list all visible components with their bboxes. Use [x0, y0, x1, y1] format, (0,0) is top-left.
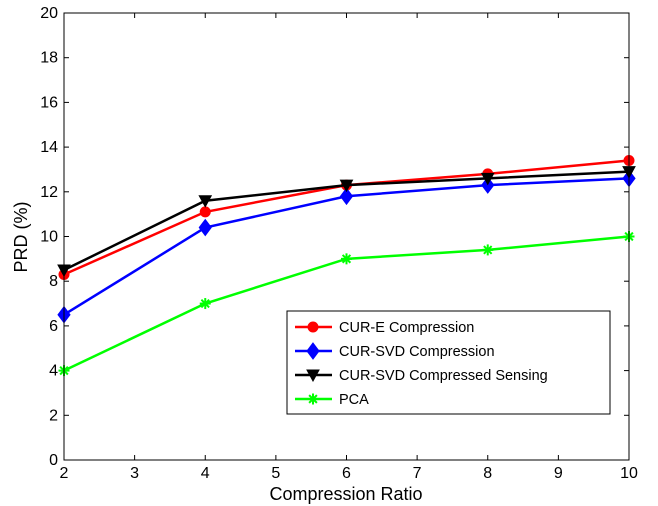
y-tick-label: 2 [49, 407, 58, 424]
legend-box [286, 310, 611, 415]
series-lines [57, 155, 636, 377]
series-1 [57, 169, 636, 324]
y-tick-label: 14 [40, 139, 58, 156]
y-tick-label: 8 [49, 273, 58, 290]
legend-label: PCA [339, 392, 369, 408]
x-tick-label: 9 [554, 465, 563, 482]
plot-area-frame [63, 12, 630, 461]
data-point [198, 195, 213, 208]
y-tick-label: 18 [40, 50, 58, 67]
data-point [341, 253, 352, 265]
data-point [199, 298, 211, 310]
data-point [339, 179, 354, 193]
y-axis-title: PRD (%) [11, 202, 31, 273]
y-tick-label: 4 [49, 363, 58, 380]
legend-label: CUR-SVD Compression [339, 344, 495, 360]
legend-marker [306, 369, 320, 383]
data-point [199, 206, 211, 218]
y-tick-labels: 0 2 4 6 8 10 12 14 16 18 20 [40, 5, 58, 469]
data-point [482, 244, 494, 256]
x-tick-label: 2 [60, 465, 69, 482]
y-tick-label: 10 [40, 229, 58, 246]
x-tick-labels: 2 3 4 5 6 7 8 9 10 [60, 465, 638, 482]
x-tick-label: 5 [271, 465, 280, 482]
legend-label: CUR-SVD Compressed Sensing [339, 368, 548, 384]
legend-label: CUR-E Compression [339, 320, 474, 336]
data-point [198, 218, 212, 237]
legend-marker [307, 321, 319, 333]
legend-entry: CUR-E Compression [295, 320, 474, 336]
x-axis-title: Compression Ratio [269, 484, 422, 504]
y-tick-label: 16 [40, 94, 58, 111]
data-point [480, 172, 495, 186]
x-tick-label: 3 [130, 465, 139, 482]
legend-entry: PCA [295, 392, 369, 408]
x-tick-label: 8 [483, 465, 492, 482]
legend-marker [306, 342, 320, 360]
legend-entry: CUR-SVD Compressed Sensing [295, 368, 548, 384]
series-3 [58, 231, 635, 377]
x-tick-label: 6 [342, 465, 351, 482]
legend: CUR-E Compression CUR-SVD Compression CUR-… [286, 310, 611, 415]
data-point [339, 187, 354, 206]
legend-marker [307, 393, 319, 405]
x-tick-label: 7 [413, 465, 422, 482]
y-tick-label: 12 [40, 184, 58, 201]
x-tick-label: 10 [620, 465, 638, 482]
y-tick-label: 6 [49, 318, 58, 335]
y-tick-label: 0 [49, 452, 58, 469]
x-tick-label: 4 [201, 465, 210, 482]
legend-entry: CUR-SVD Compression [295, 342, 495, 360]
y-tick-label: 20 [40, 5, 58, 22]
